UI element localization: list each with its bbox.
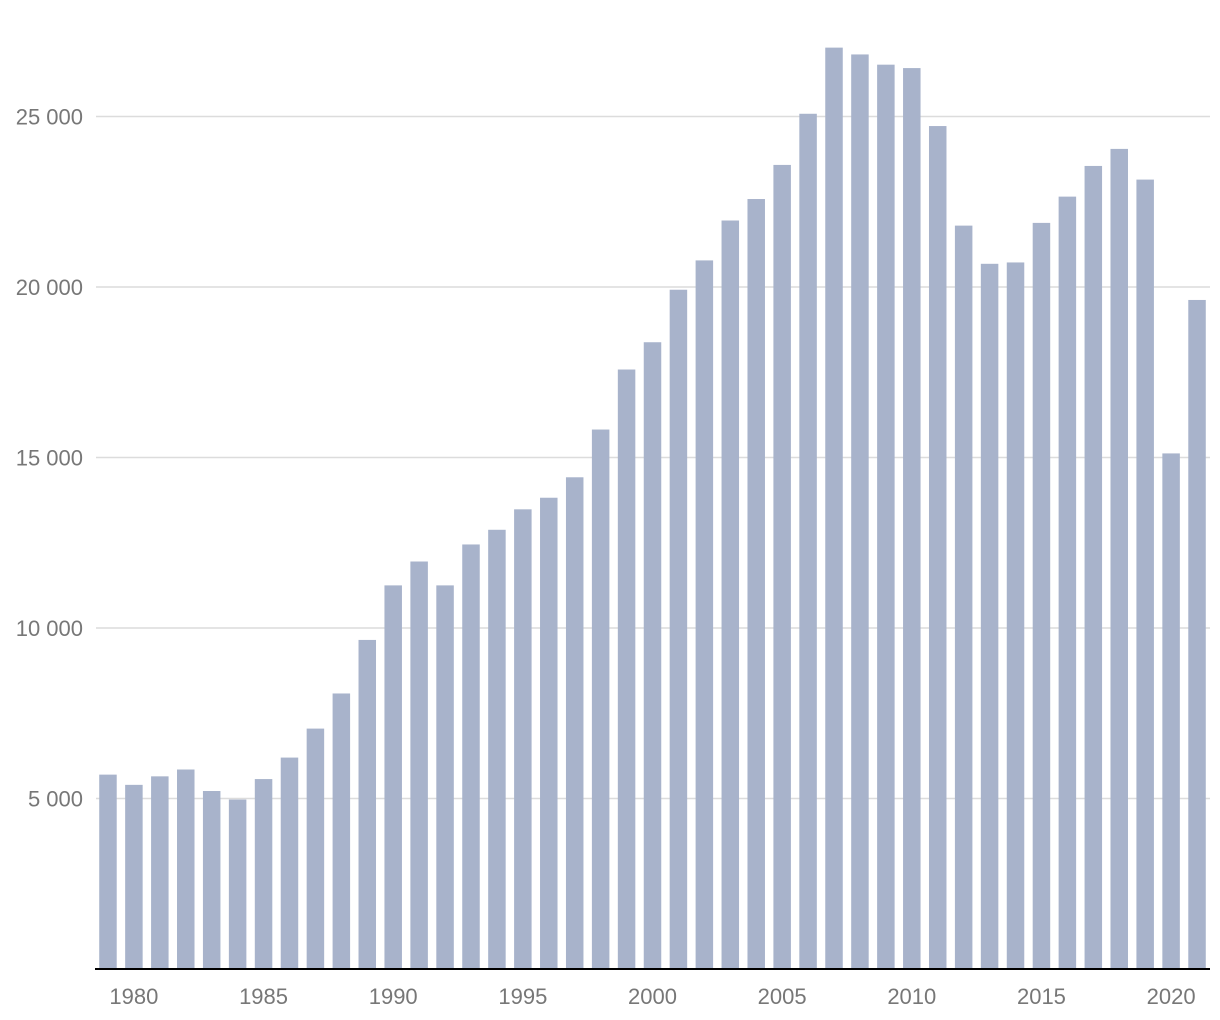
bar-1983 <box>202 791 221 969</box>
bar-2000 <box>643 342 662 969</box>
bar-1979 <box>99 774 117 969</box>
bar-2015 <box>1032 222 1051 969</box>
x-tick-label: 2005 <box>758 984 807 1009</box>
bar-1992 <box>436 585 454 970</box>
y-tick-label: 5 000 <box>28 787 83 812</box>
bar-1980 <box>125 784 143 969</box>
bar-1989 <box>358 639 377 969</box>
bar-2019 <box>1136 179 1154 970</box>
bar-1997 <box>565 477 584 969</box>
bar-1981 <box>151 776 169 969</box>
bar-2005 <box>773 164 791 970</box>
bar-2006 <box>799 113 817 969</box>
y-tick-label: 25 000 <box>16 105 83 130</box>
bar-2007 <box>825 47 843 970</box>
bar-2013 <box>980 263 999 969</box>
x-tick-label: 1990 <box>369 984 418 1009</box>
bar-1994 <box>488 529 506 969</box>
bar-2011 <box>928 126 947 970</box>
bar-2010 <box>903 68 921 969</box>
bar-2009 <box>877 64 895 970</box>
bar-2004 <box>747 199 765 969</box>
y-tick-label: 15 000 <box>16 446 83 471</box>
bar-2001 <box>669 289 688 970</box>
bar-2021 <box>1188 299 1206 970</box>
x-tick-label: 2015 <box>1017 984 1066 1009</box>
bar-1986 <box>280 757 299 969</box>
bar-2002 <box>695 260 714 969</box>
bar-1985 <box>254 779 273 969</box>
bar-1990 <box>384 585 402 970</box>
bar-1998 <box>591 429 610 969</box>
bar-2008 <box>851 54 869 969</box>
bar-2017 <box>1084 165 1103 969</box>
bar-1984 <box>228 799 247 969</box>
bar-1988 <box>332 693 351 969</box>
bar-2016 <box>1058 196 1077 969</box>
bar-2012 <box>954 225 973 969</box>
bar-1991 <box>410 561 428 969</box>
x-tick-label: 2020 <box>1147 984 1196 1009</box>
x-tick-label: 1995 <box>498 984 547 1009</box>
bar-2014 <box>1006 262 1025 969</box>
x-tick-label: 1985 <box>239 984 288 1009</box>
y-tick-label: 20 000 <box>16 275 83 300</box>
bar-1982 <box>177 769 195 969</box>
bar-1999 <box>617 369 636 969</box>
x-tick-label: 1980 <box>109 984 158 1009</box>
bar-1987 <box>306 728 325 969</box>
bars <box>99 47 1206 970</box>
bar-1996 <box>540 497 558 969</box>
x-axis-tick-labels: 1980 1985 1990 1995 2000 2005 2010 2015 2020 <box>109 984 1195 1009</box>
x-tick-label: 2010 <box>887 984 936 1009</box>
bar-2003 <box>721 220 740 969</box>
x-tick-label: 2000 <box>628 984 677 1009</box>
y-axis-tick-labels: 5 000 10 000 15 000 20 000 25 000 <box>16 105 83 812</box>
bar-2018 <box>1110 148 1128 969</box>
y-tick-label: 10 000 <box>16 616 83 641</box>
bar-2020 <box>1162 453 1180 969</box>
bar-1993 <box>462 544 480 969</box>
bar-1995 <box>514 509 532 969</box>
